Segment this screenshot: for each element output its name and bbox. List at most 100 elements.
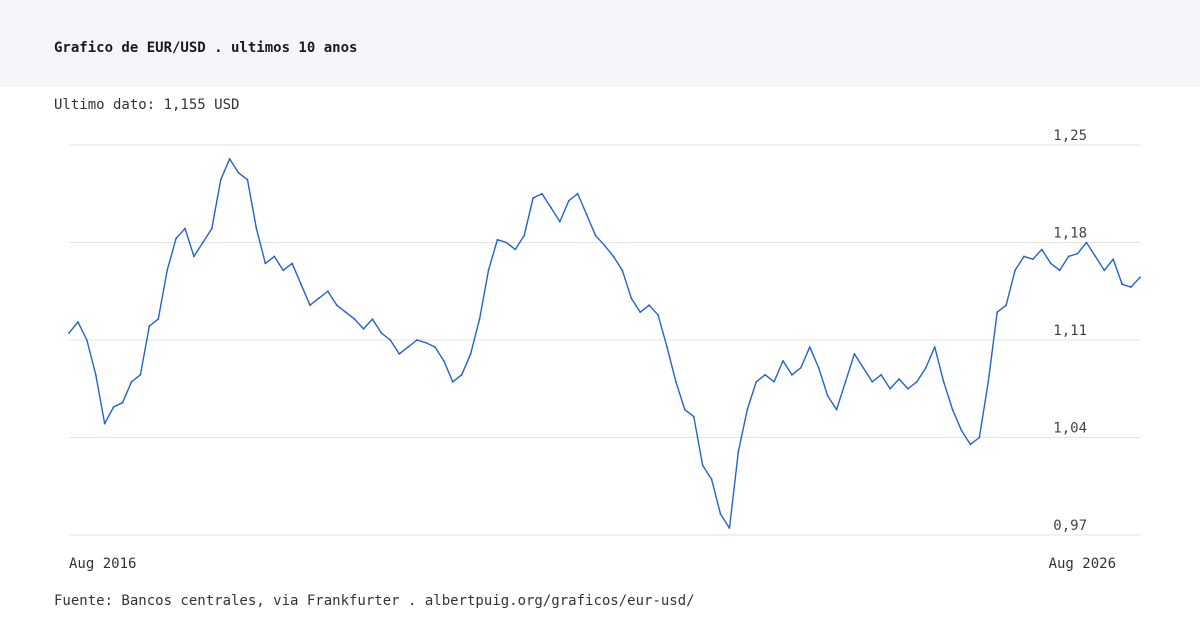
data-point	[844, 380, 847, 383]
data-point	[434, 346, 436, 348]
data-point	[1032, 258, 1034, 261]
data-point	[603, 244, 606, 247]
data-point	[683, 408, 686, 411]
data-point	[657, 314, 659, 316]
data-point	[371, 318, 374, 321]
data-point	[469, 353, 472, 355]
data-point	[103, 422, 106, 425]
data-point	[871, 380, 874, 383]
y-tick-label: 0,97	[1053, 518, 1087, 534]
data-point	[737, 450, 740, 453]
data-point	[773, 380, 775, 383]
data-point	[335, 304, 338, 307]
data-point	[505, 241, 508, 244]
data-point	[1103, 269, 1106, 272]
data-point	[701, 464, 704, 467]
data-point	[85, 339, 88, 341]
data-point	[969, 443, 972, 446]
data-point	[1005, 304, 1008, 307]
data-point	[130, 380, 133, 383]
data-point	[1094, 255, 1097, 258]
data-point	[1058, 269, 1061, 272]
latest-value-label: Ultimo dato: 1,155 USD	[54, 97, 240, 113]
data-point	[942, 380, 945, 383]
data-point	[880, 373, 883, 376]
data-point	[585, 213, 588, 216]
data-point	[523, 234, 526, 237]
page-title: Grafico de EUR/USD . ultimos 10 anos	[54, 40, 358, 56]
data-point	[77, 320, 79, 323]
data-point	[451, 380, 454, 383]
data-point	[808, 346, 811, 348]
data-point	[755, 380, 758, 383]
data-point	[68, 332, 70, 334]
data-point	[541, 192, 543, 195]
source-caption: Fuente: Bancos centrales, via Frankfurte…	[54, 593, 695, 609]
data-point	[237, 171, 240, 174]
x-tick-label: Aug 2026	[1049, 556, 1116, 572]
data-point	[996, 311, 999, 314]
data-point	[148, 325, 151, 327]
data-point	[675, 380, 677, 383]
data-point	[380, 332, 383, 334]
data-point	[112, 405, 115, 408]
data-point	[166, 269, 169, 272]
data-point	[567, 199, 570, 202]
data-point	[487, 269, 490, 272]
data-point	[898, 378, 900, 380]
data-point	[799, 366, 802, 369]
data-point	[425, 341, 427, 344]
data-point	[746, 408, 749, 411]
data-point	[1023, 255, 1025, 258]
data-point	[255, 227, 258, 230]
data-point	[987, 380, 990, 383]
data-point	[550, 206, 552, 209]
series-line	[68, 158, 1141, 529]
data-point	[1130, 286, 1132, 288]
data-point	[273, 255, 276, 258]
data-point	[594, 234, 597, 237]
data-point	[862, 366, 865, 369]
data-point	[300, 283, 302, 286]
data-point	[318, 297, 320, 300]
data-point	[1014, 269, 1016, 272]
data-point	[1121, 283, 1124, 286]
data-point	[201, 241, 204, 244]
data-point	[666, 346, 668, 348]
data-point	[782, 359, 784, 362]
data-point	[94, 373, 97, 376]
x-tick-label: Aug 2016	[69, 556, 136, 572]
data-point	[1112, 258, 1115, 261]
data-point	[344, 311, 347, 314]
data-point	[630, 297, 633, 300]
data-point	[389, 339, 392, 341]
data-point	[193, 255, 195, 258]
data-point	[282, 269, 285, 272]
data-point	[907, 387, 909, 390]
data-point	[889, 387, 891, 390]
data-point	[933, 346, 936, 348]
data-point	[558, 220, 561, 223]
data-point	[1049, 262, 1052, 265]
y-tick-label: 1,04	[1053, 421, 1087, 437]
data-point	[835, 408, 838, 411]
data-point	[576, 192, 579, 195]
data-point	[309, 304, 311, 307]
y-tick-label: 1,18	[1053, 226, 1087, 242]
data-point	[817, 366, 820, 369]
data-point	[416, 339, 418, 341]
data-point	[228, 158, 231, 160]
data-point	[175, 237, 178, 240]
data-point	[157, 318, 160, 321]
data-point	[219, 178, 222, 181]
data-point	[353, 318, 356, 321]
data-point	[826, 394, 829, 397]
data-point	[915, 380, 918, 383]
data-point	[460, 373, 463, 376]
data-point	[978, 436, 981, 439]
data-point	[496, 238, 499, 241]
data-point	[924, 366, 927, 369]
data-point	[1085, 241, 1088, 244]
header-bar	[0, 0, 1200, 87]
data-point	[648, 304, 651, 307]
